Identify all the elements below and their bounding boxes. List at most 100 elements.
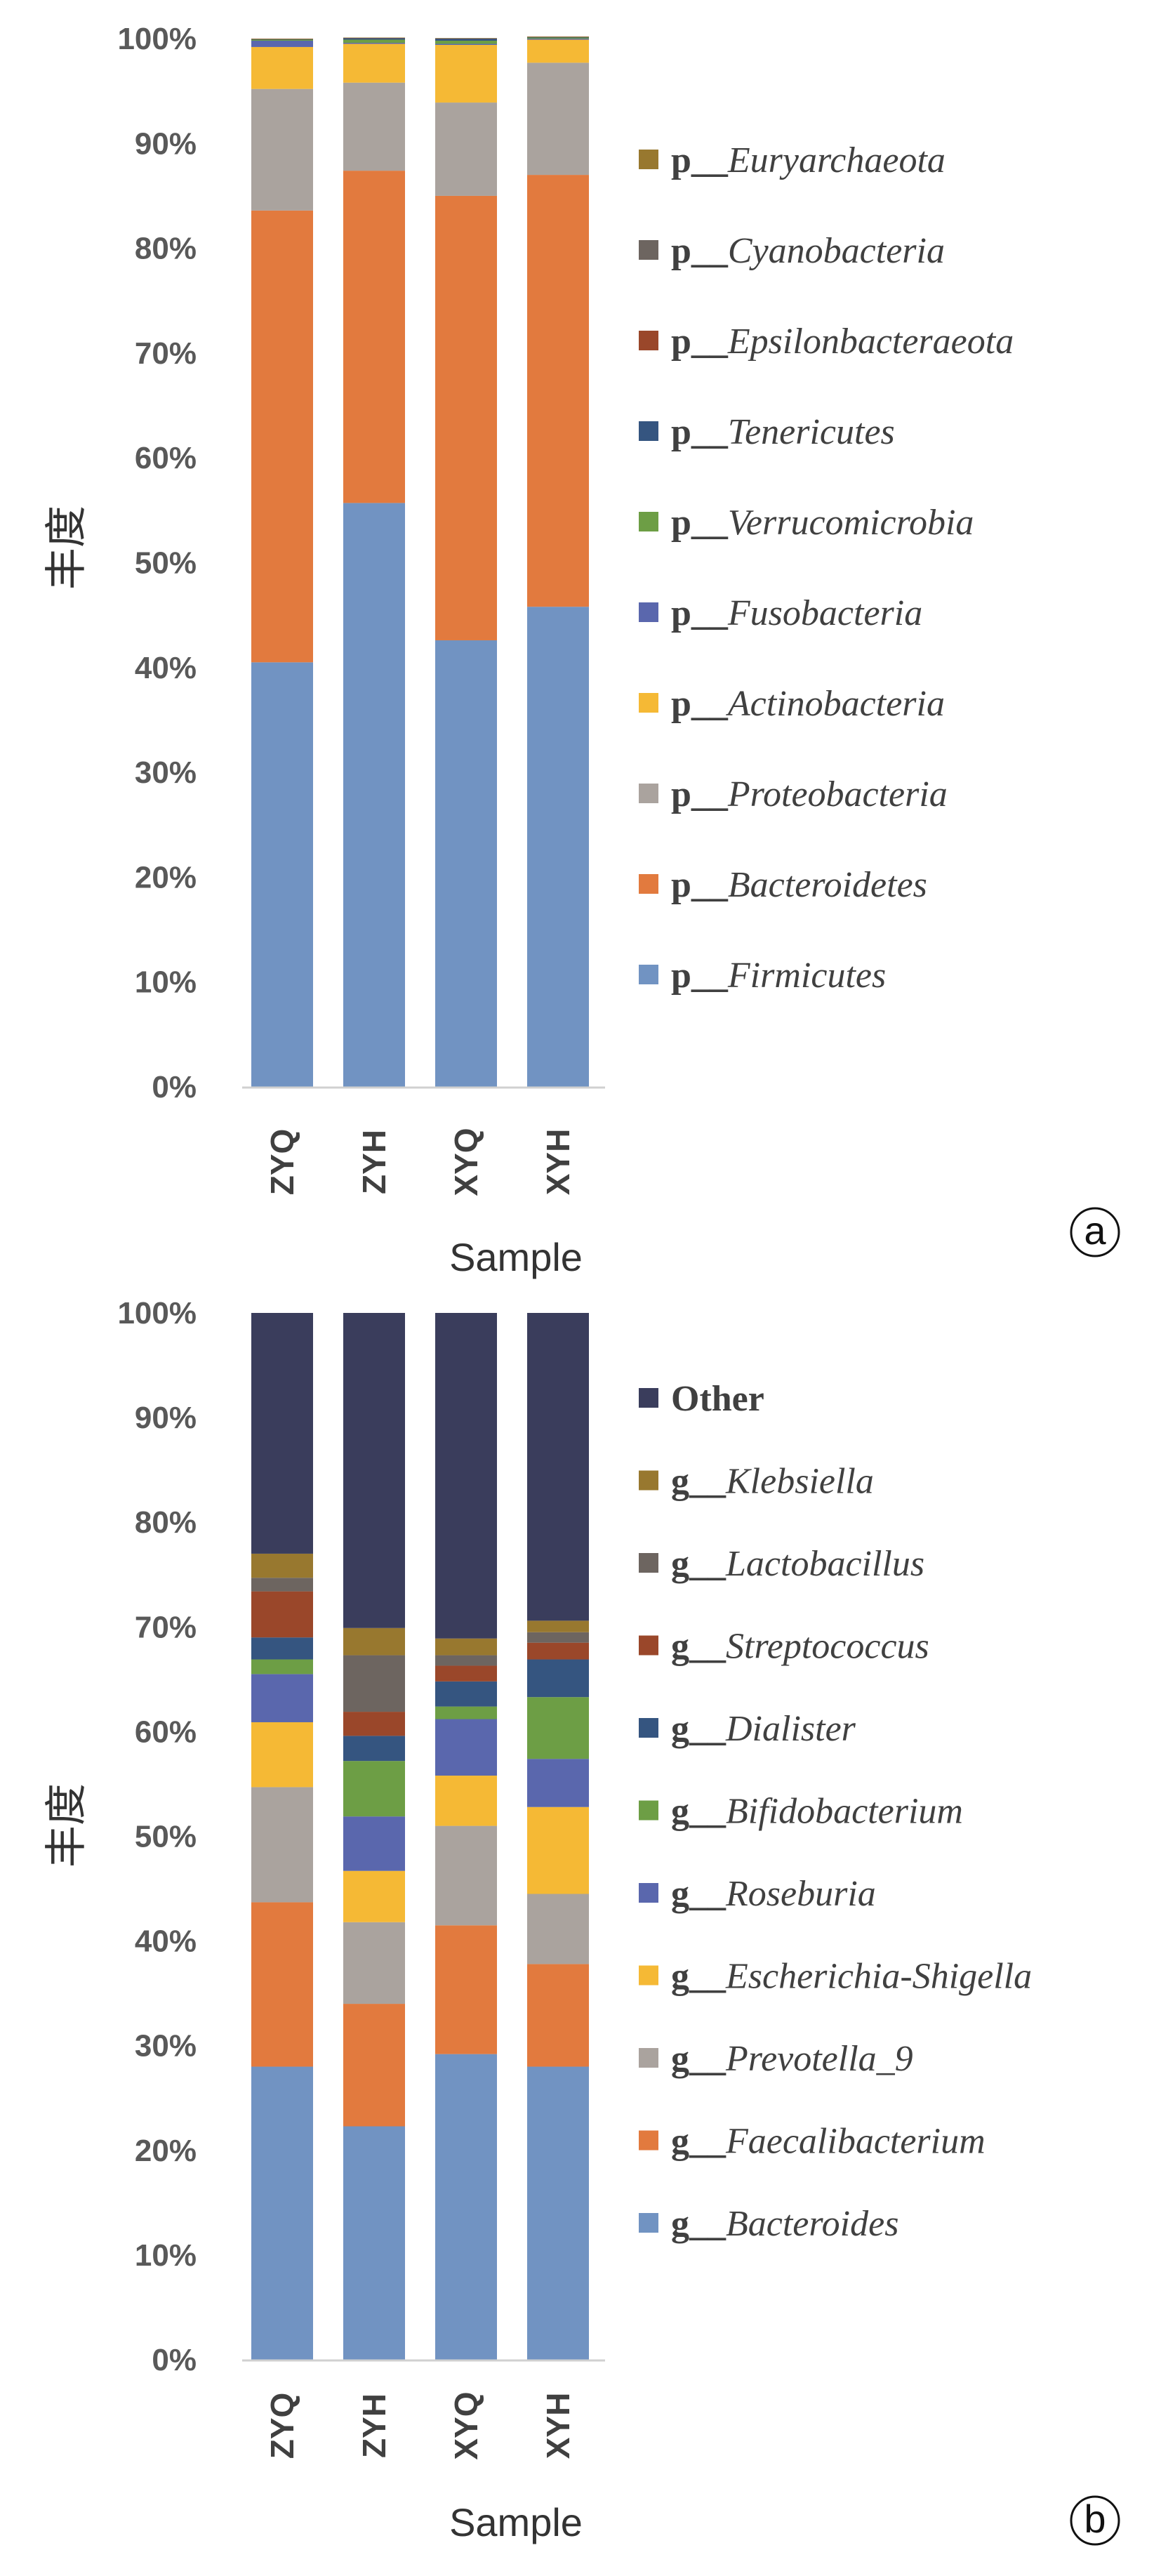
legend-swatch-lactobacillus	[639, 1553, 658, 1573]
x-category-label: XYQ	[448, 2391, 484, 2459]
legend-swatch-fusobacteria	[639, 602, 658, 622]
bar-segment-bacteroidetes-xyh	[527, 175, 589, 607]
bar-segment-bifidobacterium-xyq	[435, 1706, 497, 1719]
x-axis-title: Sample	[449, 1235, 583, 1279]
bar-segment-actinobacteria-xyh	[527, 39, 589, 63]
bar-segment-proteobacteria-zyh	[343, 82, 405, 171]
bar-segment-escherichia-shigella-zyh	[343, 1870, 405, 1922]
bar-segment-tenericutes-xyq	[435, 39, 497, 41]
y-tick-label: 40%	[135, 651, 197, 685]
panel-label-circle	[1070, 2495, 1120, 2546]
legend-swatch-streptococcus	[639, 1635, 658, 1656]
bar-segment-fusobacteria-zyq	[251, 40, 313, 47]
legend-label-euryarchaeota: p__Euryarchaeota	[671, 140, 946, 180]
bar-segment-klebsiella-zyq	[251, 1553, 313, 1578]
legend-swatch-prevotella-9	[639, 2048, 658, 2068]
legend-swatch-faecalibacterium	[639, 2130, 658, 2151]
legend-swatch-actinobacteria	[639, 693, 658, 713]
legend-label-firmicutes: p__Firmicutes	[671, 956, 886, 996]
bar-segment-epsilonbacteraeota-zyh	[343, 37, 405, 39]
bar-segment-roseburia-zyq	[251, 1674, 313, 1722]
legend-swatch-other	[639, 1388, 658, 1408]
bar-segment-bifidobacterium-zyh	[343, 1761, 405, 1817]
bar-segment-bifidobacterium-zyq	[251, 1659, 313, 1675]
legend-swatch-bifidobacterium	[639, 1800, 658, 1821]
chart-panel-a: 0% 10% 20% 30% 40% 50% 60% 70% 80% 90% 100% ZYQ ZYH X…	[43, 22, 1120, 1279]
legend-label-actinobacteria: p__Actinobacteria	[671, 684, 945, 724]
y-tick-label: 50%	[135, 546, 197, 581]
x-category-label: ZYQ	[264, 2393, 300, 2459]
bar-segment-bacteroidetes-zyq	[251, 210, 313, 663]
bar-segment-fusobacteria-zyh	[343, 42, 405, 44]
y-tick-label: 90%	[135, 1401, 197, 1435]
bar-segment-verrucomicrobia-xyq	[435, 40, 497, 44]
legend-label-cyanobacteria: p__Cyanobacteria	[671, 231, 945, 271]
bar-segment-actinobacteria-zyq	[251, 46, 313, 89]
bar-segment-klebsiella-zyh	[343, 1627, 405, 1656]
bar-segment-klebsiella-xyq	[435, 1638, 497, 1656]
legend-label-lactobacillus: g__Lactobacillus	[671, 1544, 924, 1584]
bar-segment-other-zyh	[343, 1313, 405, 1628]
legend-label-verrucomicrobia: p__Verrucomicrobia	[671, 503, 974, 543]
bar-segment-streptococcus-zyq	[251, 1591, 313, 1638]
panel-label-circle	[1070, 1207, 1120, 1257]
legend-swatch-proteobacteria	[639, 784, 658, 803]
legend-label-other: Other	[671, 1379, 764, 1419]
bar-segment-verrucomicrobia-zyh	[343, 39, 405, 43]
bar-segment-tenericutes-xyh	[527, 37, 589, 38]
y-tick-label: 10%	[135, 965, 197, 1000]
bar-segment-proteobacteria-xyh	[527, 62, 589, 176]
x-category-label: ZYQ	[264, 1129, 300, 1196]
bar-segment-prevotella-9-zyh	[343, 1922, 405, 2004]
y-tick-label: 40%	[135, 1924, 197, 1959]
legend-label-faecalibacterium: g__Faecalibacterium	[671, 2122, 986, 2162]
chart-panel-b: 0% 10% 20% 30% 40% 50% 60% 70% 80% 90% 100% ZYQ ZYH X…	[43, 1296, 1120, 2546]
bar-segment-dialister-xyq	[435, 1681, 497, 1707]
bar-segment-lactobacillus-xyq	[435, 1655, 497, 1666]
bar-segment-bifidobacterium-xyh	[527, 1697, 589, 1759]
y-tick-label: 90%	[135, 126, 197, 161]
bar-segment-escherichia-shigella-xyq	[435, 1776, 497, 1826]
bar-segment-prevotella-9-zyq	[251, 1787, 313, 1903]
legend-swatch-klebsiella	[639, 1470, 658, 1491]
y-tick-label: 20%	[135, 860, 197, 894]
bar-segment-escherichia-shigella-xyh	[527, 1806, 589, 1894]
bar-segment-faecalibacterium-xyq	[435, 1925, 497, 2054]
y-tick-label: 60%	[135, 1715, 197, 1749]
y-tick-label: 80%	[135, 1505, 197, 1540]
bar-segment-streptococcus-zyh	[343, 1712, 405, 1736]
y-tick-label: 100%	[117, 22, 197, 56]
legend-swatch-epsilonbacteraeota	[639, 331, 658, 350]
bar-segment-dialister-zyq	[251, 1637, 313, 1660]
bar-segment-firmicutes-xyq	[435, 640, 497, 1087]
bar-segment-dialister-xyh	[527, 1659, 589, 1698]
bar-segment-lactobacillus-zyq	[251, 1578, 313, 1592]
legend-label-bacteroidetes: p__Bacteroidetes	[671, 865, 927, 905]
bar-segment-firmicutes-zyq	[251, 662, 313, 1087]
x-category-label: XYQ	[448, 1128, 484, 1196]
bar-segment-lactobacillus-xyh	[527, 1632, 589, 1643]
bar-segment-roseburia-xyq	[435, 1719, 497, 1776]
legend-label-bifidobacterium: g__Bifidobacterium	[671, 1792, 963, 1832]
bar-segment-bacteroidetes-xyq	[435, 195, 497, 640]
bar-segment-bacteroides-zyq	[251, 2066, 313, 2360]
bar-segment-lactobacillus-zyh	[343, 1655, 405, 1712]
bar-segment-tenericutes-zyq	[251, 39, 313, 40]
y-tick-label: 100%	[117, 1296, 197, 1330]
y-tick-label: 50%	[135, 1820, 197, 1854]
legend-swatch-euryarchaeota	[639, 150, 658, 169]
y-axis-title: 丰度	[43, 506, 90, 590]
panel-label: a	[1084, 1208, 1106, 1253]
legend-label-prevotella-9: g__Prevotella_9	[671, 2039, 913, 2079]
bar-segment-escherichia-shigella-zyq	[251, 1722, 313, 1788]
legend-label-fusobacteria: p__Fusobacteria	[671, 593, 922, 633]
y-tick-label: 70%	[135, 1610, 197, 1644]
legend-label-epsilonbacteraeota: p__Epsilonbacteraeota	[671, 322, 1014, 362]
y-tick-label: 0%	[152, 2343, 197, 2377]
panel-label: b	[1084, 2497, 1106, 2541]
y-tick-label: 70%	[135, 336, 197, 371]
y-tick-label: 20%	[135, 2134, 197, 2168]
bar-segment-verrucomicrobia-xyh	[527, 37, 589, 39]
legend-swatch-firmicutes	[639, 965, 658, 984]
